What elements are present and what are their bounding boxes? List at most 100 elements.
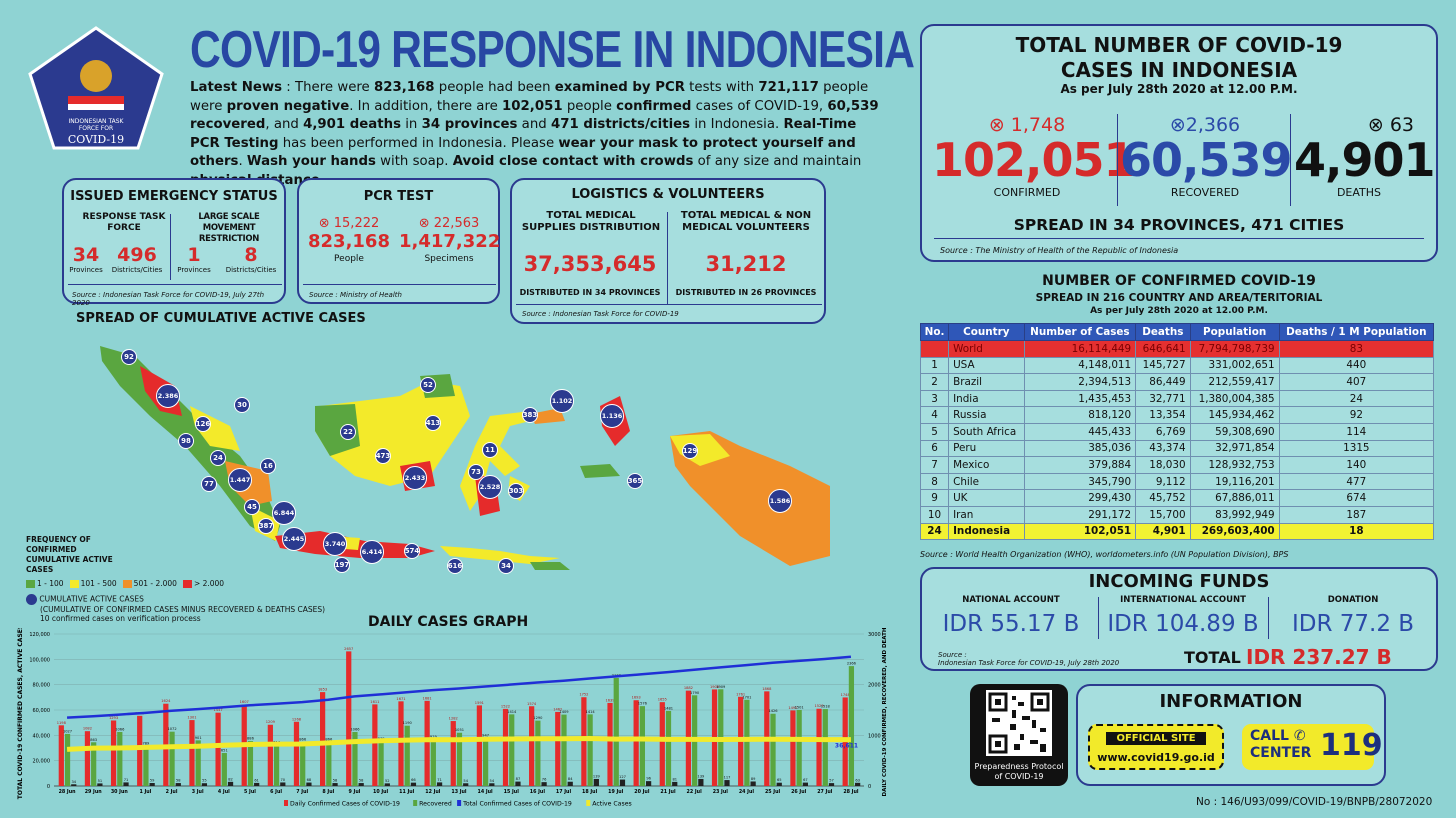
qr-card[interactable]: Preparedness Protocol of COVID-19	[970, 684, 1068, 786]
bar-data-label: 139	[593, 774, 601, 778]
bar-data-label: 1492	[788, 706, 797, 710]
x-tick-label: 1 Jul	[140, 789, 152, 795]
call-center-button[interactable]: CALL ✆ CENTER 119	[1242, 724, 1383, 770]
bar-recovered	[482, 738, 489, 786]
x-tick-label: 6 Jul	[270, 789, 282, 795]
deaths-value: 4,901	[1294, 133, 1436, 187]
logo-line-3: COVID-19	[68, 133, 124, 146]
map-marker: 1.136	[600, 404, 624, 428]
pcr-specimen-increase: 22,563	[433, 216, 480, 231]
bar-data-label: 1426	[768, 709, 778, 713]
bar-data-label: 58	[359, 779, 364, 783]
bar-recovered	[665, 710, 672, 786]
bar-data-label: 789	[142, 742, 150, 746]
map-title: SPREAD OF CUMULATIVE ACTIVE CASES	[76, 311, 366, 326]
table-cell: 674	[1278, 489, 1435, 507]
official-site-link[interactable]: OFFICIAL SITE www.covid19.go.id	[1088, 724, 1224, 770]
deaths-increase: 63	[1389, 114, 1414, 136]
page-title: COVID-19 RESPONSE IN INDONESIA	[190, 21, 915, 79]
bar-data-label: 1293	[109, 716, 118, 720]
daily-cases-chart: 120,000 100,000 80,000 60,000 40,000 20,000 0 3…	[17, 628, 888, 808]
bar-recovered	[430, 739, 436, 786]
bar-data-label: 1752	[579, 693, 588, 697]
y-tick-label-left: 40,000	[33, 733, 51, 739]
table-row: 2 Brazil 2,394,513 86,449 212,559,417 407	[919, 373, 1435, 391]
bar-confirmed	[555, 711, 561, 786]
bar-recovered	[744, 699, 750, 786]
bar-deaths	[515, 781, 521, 786]
bar-recovered	[169, 731, 175, 786]
map-marker: 45	[244, 499, 260, 515]
chart-legend-swatch	[457, 800, 462, 806]
table-row: 4 Russia 818,120 13,354 145,934,462 92	[919, 406, 1435, 424]
task-force-districts: 496	[117, 244, 157, 266]
bar-recovered	[587, 714, 593, 786]
medical-supplies-value: 37,353,645	[523, 252, 657, 276]
world-title: NUMBER OF CONFIRMED COVID-19	[1042, 273, 1316, 289]
table-cell: 6	[919, 439, 950, 458]
table-header: Population	[1189, 323, 1280, 341]
bar-data-label: 1518	[821, 705, 831, 709]
x-tick-label: 16 Jul	[530, 789, 546, 795]
x-tick-label: 8 Jul	[322, 789, 334, 795]
bar-data-label: 1611	[370, 700, 379, 704]
bar-confirmed	[189, 720, 195, 786]
bar-deaths	[175, 783, 181, 786]
table-cell: 2,394,513	[1023, 373, 1137, 391]
map-marker: 1.447	[228, 468, 252, 492]
bar-confirmed	[502, 708, 509, 786]
table-row: 8 Chile 345,790 9,112 19,116,201 477	[919, 472, 1435, 491]
bar-deaths	[463, 783, 469, 786]
y-tick-label-left: 0	[47, 784, 50, 790]
bar-deaths	[71, 784, 77, 786]
funds-total-value: IDR 237.27 B	[1246, 645, 1392, 669]
map-marker: 73	[468, 464, 484, 480]
map-marker: 6.844	[272, 501, 296, 525]
x-tick-label: 23 Jul	[713, 789, 729, 795]
x-tick-label: 29 Jun	[85, 789, 103, 795]
totals-source: Source : The Ministry of Health of the R…	[940, 246, 1179, 255]
table-cell: 32,971,854	[1189, 439, 1280, 458]
bar-data-label: 117	[724, 776, 731, 780]
bar-data-label: 1414	[586, 710, 596, 714]
bar-data-label: 127	[619, 775, 626, 779]
bar-data-label: 1868	[762, 687, 772, 691]
table-cell: 19,116,201	[1189, 472, 1280, 491]
bar-data-label: 57	[829, 779, 834, 783]
pcr-people-increase: 15,222	[333, 216, 380, 231]
map-marker: 197	[334, 557, 350, 573]
table-header: Deaths / 1 M Population	[1278, 323, 1435, 341]
table-cell: 114	[1278, 422, 1435, 441]
bar-data-label: 1209	[266, 720, 276, 724]
increase-icon: ⊗	[418, 216, 434, 231]
table-cell: World	[948, 340, 1025, 358]
map-marker: 129	[682, 443, 698, 459]
bar-data-label: 1701	[742, 695, 751, 699]
table-header: Country	[948, 323, 1025, 341]
table-row: 10 Iran 291,172 15,700 83,992,949 187	[919, 505, 1435, 524]
chart-legend-label: Active Cases	[592, 801, 631, 808]
bar-deaths	[149, 783, 155, 786]
y-axis-label-right: DAILY COVID-19 CONFIRMED, RECOVERED, AND…	[882, 628, 888, 796]
table-cell: India	[948, 389, 1025, 408]
x-tick-label: 28 Jun	[59, 789, 77, 795]
table-cell: 3	[919, 389, 950, 408]
volunteers-value: 31,212	[705, 252, 787, 276]
emergency-title: ISSUED EMERGENCY STATUS	[70, 189, 278, 204]
bar-data-label: 901	[195, 736, 202, 740]
bar-data-label: 1072	[167, 727, 176, 731]
table-cell: 445,433	[1023, 422, 1137, 441]
table-cell: Chile	[948, 472, 1025, 491]
information-title: INFORMATION	[1159, 691, 1303, 712]
pcr-specimen-value: 1,417,322	[399, 231, 501, 252]
active-cases-value-label: 36,611	[835, 743, 858, 750]
table-cell: Peru	[948, 439, 1025, 458]
map-marker: 24	[210, 450, 226, 466]
bar-recovered	[352, 731, 358, 786]
bar-confirmed	[215, 712, 221, 786]
bar-data-label: 1051	[455, 728, 464, 732]
bar-data-label: 2657	[344, 647, 353, 651]
total-title-1: TOTAL NUMBER OF COVID-19	[1015, 33, 1343, 57]
task-force-provinces: 34	[72, 244, 100, 266]
table-cell: 1315	[1278, 439, 1435, 458]
